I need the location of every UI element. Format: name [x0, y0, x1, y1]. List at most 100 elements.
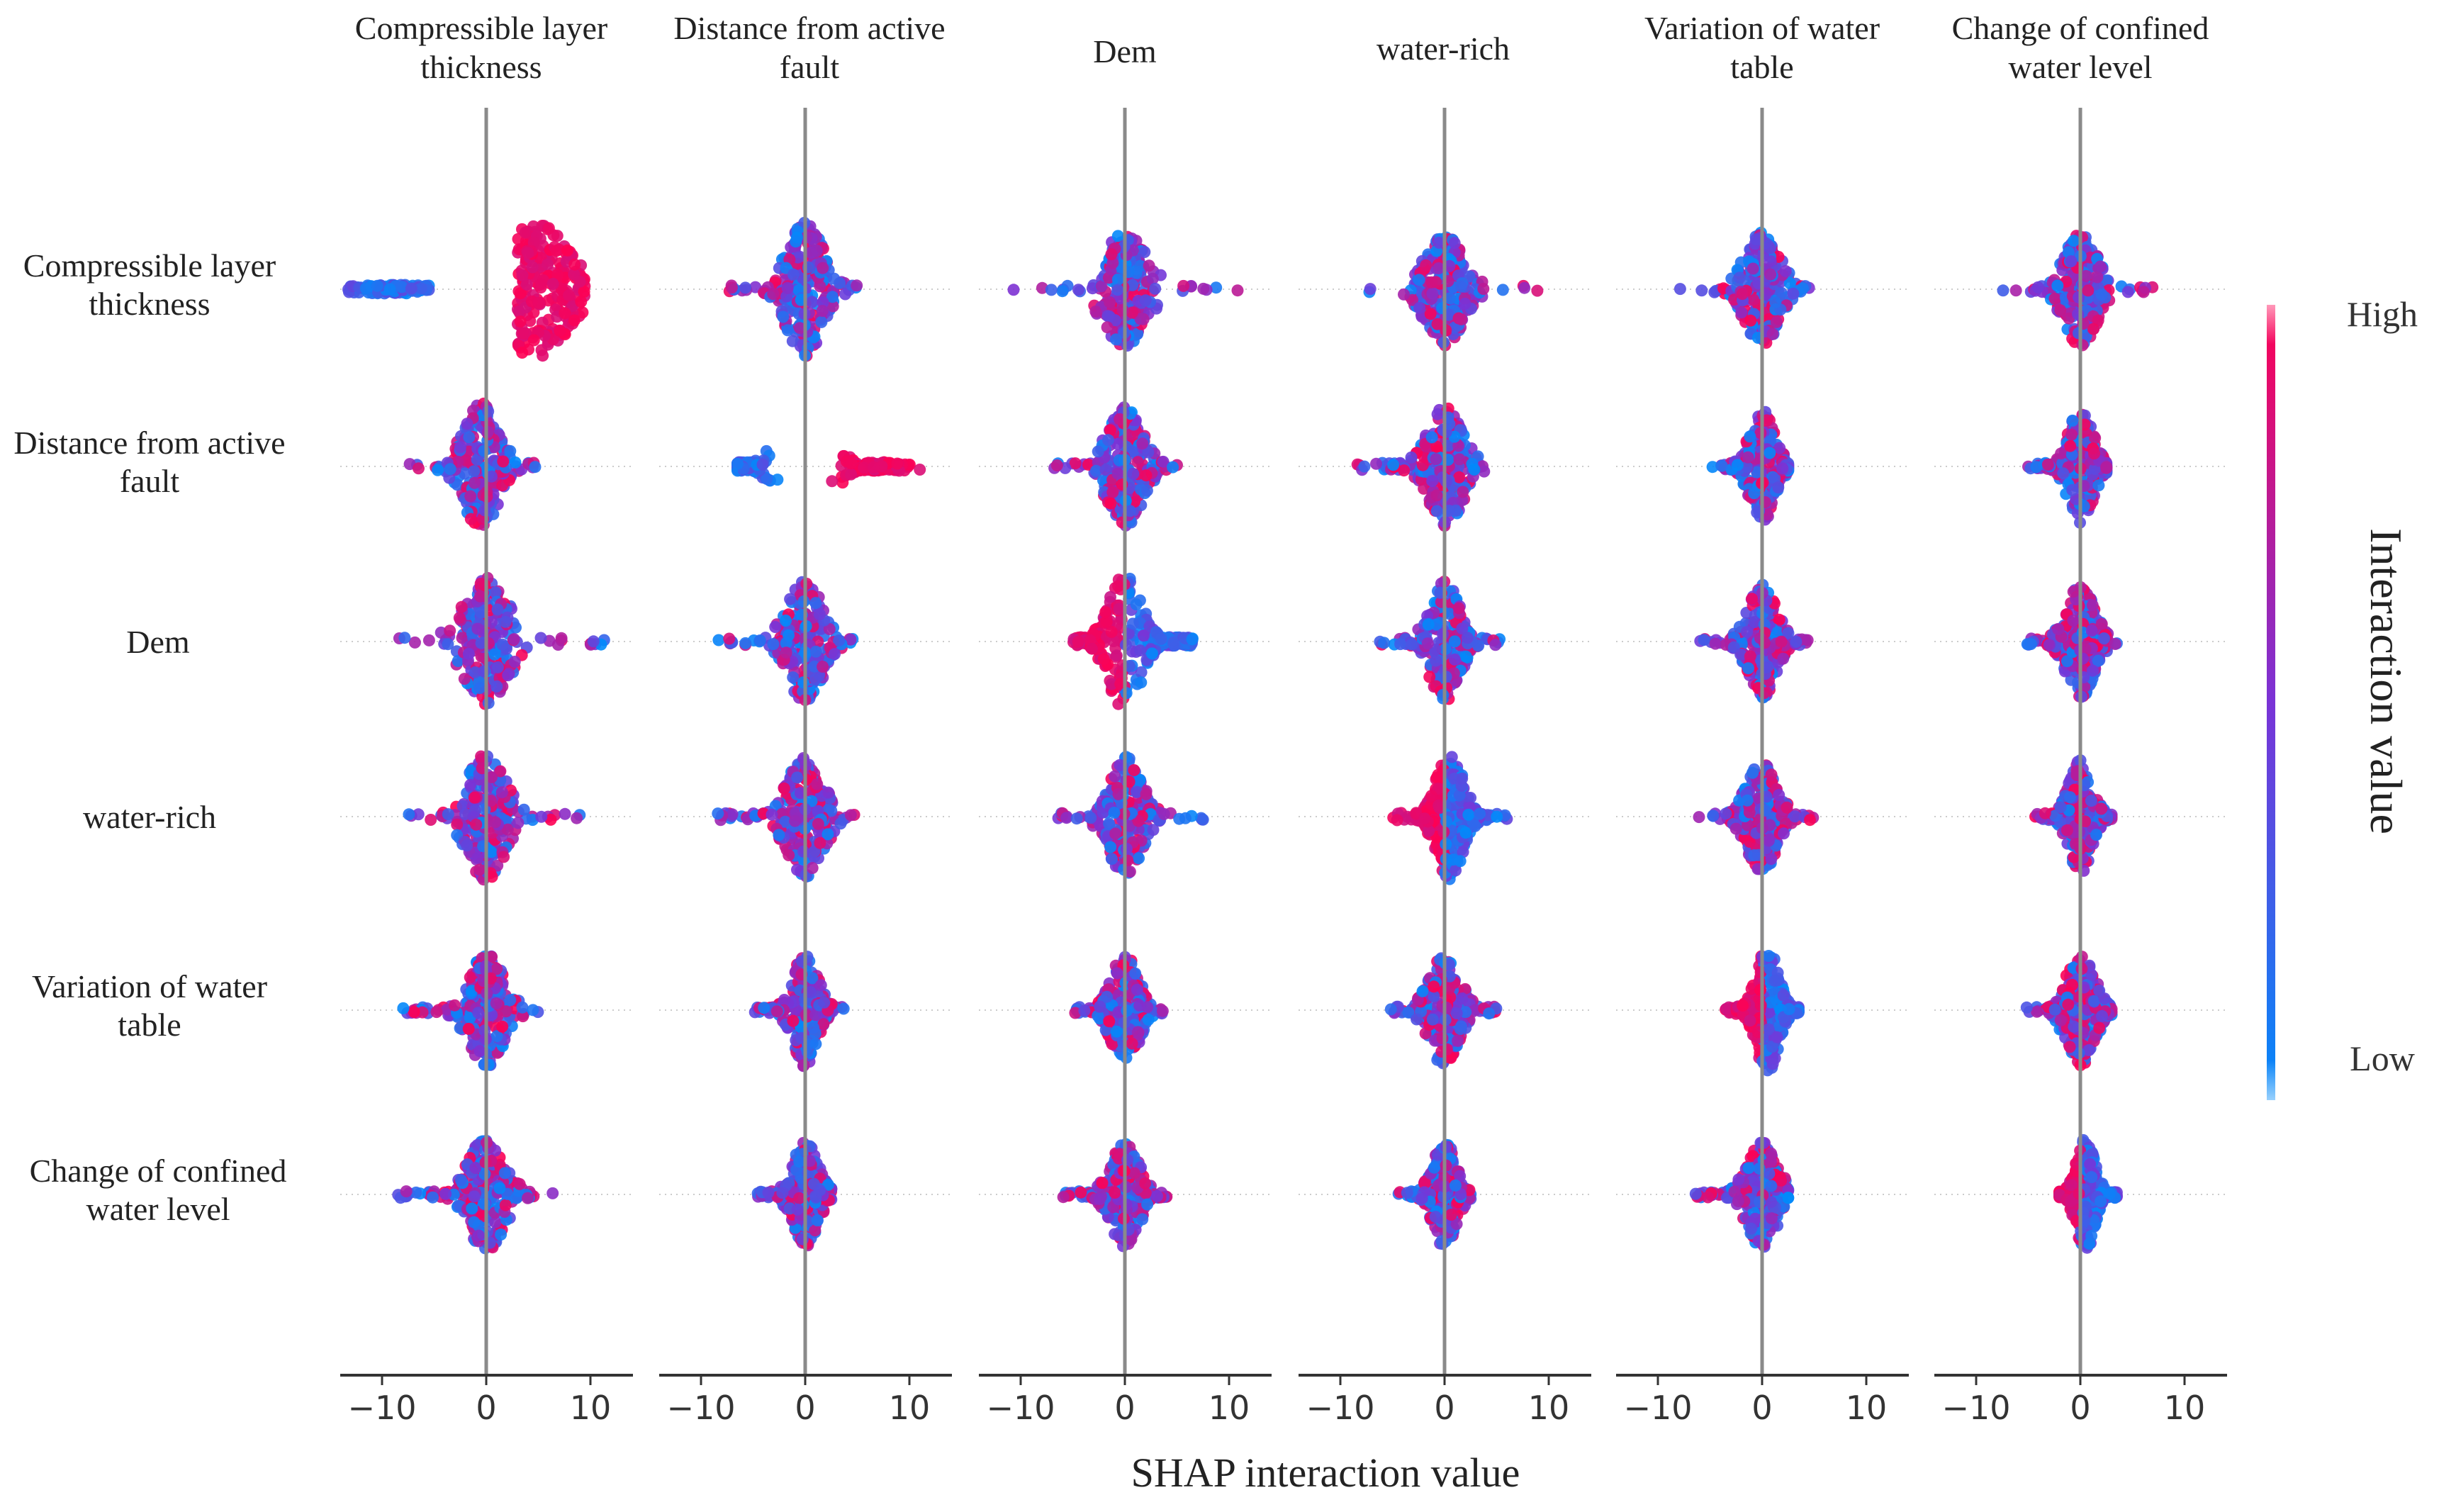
shap-point [2077, 653, 2089, 665]
shap-point [516, 347, 528, 359]
shap-point [551, 245, 563, 257]
shap-point [528, 335, 540, 347]
shap-point [1008, 284, 1020, 296]
shap-point [2109, 638, 2121, 650]
shap-point [518, 804, 530, 816]
shap-point [1776, 462, 1788, 474]
shap-point [1477, 283, 1489, 295]
shap-point [409, 637, 421, 649]
shap-point [403, 808, 415, 820]
shap-point [1772, 481, 1784, 493]
shap-point [754, 634, 766, 646]
shap-point [1413, 274, 1425, 286]
shap-point [1112, 468, 1124, 480]
shap-point [1455, 281, 1467, 293]
shap-point [1398, 289, 1410, 301]
shap-point [767, 288, 779, 300]
shap-point [1135, 676, 1147, 688]
shap-point [554, 325, 566, 337]
shap-point [834, 277, 846, 289]
shap-point [464, 491, 476, 503]
shap-point [806, 296, 818, 308]
shap-point [1457, 486, 1469, 498]
shap-point [461, 418, 473, 430]
shap-point [1449, 635, 1461, 647]
shap-point [1497, 284, 1509, 296]
shap-point [568, 315, 581, 327]
shap-point [1431, 505, 1443, 517]
shap-point [1167, 637, 1179, 649]
shap-point [1734, 271, 1746, 284]
shap-point [1695, 284, 1708, 296]
shap-point [425, 814, 437, 826]
shap-point [1112, 230, 1124, 242]
shap-point [463, 431, 475, 443]
shap-point [1197, 283, 1209, 295]
shap-point [496, 639, 508, 651]
shap-point [537, 349, 549, 362]
shap-point [1155, 633, 1167, 645]
shap-point [1112, 580, 1124, 592]
shap-point [2138, 286, 2150, 298]
shap-point [1741, 626, 1753, 638]
shap-point [2068, 615, 2080, 627]
shap-point [2025, 638, 2037, 650]
shap-point [571, 812, 583, 824]
shap-point [1056, 285, 1068, 297]
shap-point [826, 475, 838, 487]
shap-point [535, 811, 547, 823]
grid-layer [340, 289, 2227, 1194]
shap-point [423, 634, 435, 646]
shap-point [2030, 461, 2042, 473]
shap-point [723, 633, 735, 645]
shap-point [784, 593, 796, 605]
shap-point [1420, 259, 1432, 271]
shap-point [1460, 651, 1472, 663]
shap-point [413, 462, 425, 474]
shap-point [1748, 487, 1760, 499]
shap-point [1780, 265, 1792, 277]
shap-point [810, 646, 822, 658]
shap-point [851, 279, 863, 291]
shap-point [1100, 464, 1112, 476]
shap-point [1430, 655, 1442, 667]
shap-point [1716, 460, 1728, 472]
shap-point [1167, 461, 1179, 474]
shap-point [1518, 282, 1530, 294]
shap-point [757, 459, 769, 471]
shap-point [1758, 687, 1770, 699]
shap-point [1136, 437, 1148, 449]
shap-point [1462, 632, 1474, 644]
shap-point [1742, 662, 1754, 674]
shap-point [529, 461, 542, 473]
shap-point [1089, 306, 1101, 318]
shap-point [1769, 296, 1781, 308]
shap-point [559, 808, 571, 820]
shap-point [398, 632, 410, 644]
shap-point [1132, 456, 1144, 468]
shap-point [2065, 429, 2078, 441]
shap-point [811, 245, 823, 257]
shap-point [488, 649, 500, 661]
shap-point [868, 461, 880, 474]
shap-point [532, 297, 544, 309]
shap-point [568, 259, 581, 271]
shap-point [1787, 288, 1799, 300]
shap-point [1425, 276, 1437, 289]
shap-point [575, 296, 587, 308]
shap-point [1370, 458, 1382, 470]
shap-point [1106, 626, 1118, 638]
shap-point [1449, 654, 1461, 666]
shap-point [1766, 328, 1778, 340]
shap-point [1141, 485, 1153, 497]
shap-point [489, 816, 501, 828]
shap-point [817, 661, 829, 673]
shap-point [1051, 459, 1063, 471]
shap-point [1776, 636, 1788, 648]
shap-point [767, 638, 779, 650]
shap-point [500, 616, 512, 628]
shap-point [561, 245, 573, 257]
shap-point [1449, 237, 1461, 249]
